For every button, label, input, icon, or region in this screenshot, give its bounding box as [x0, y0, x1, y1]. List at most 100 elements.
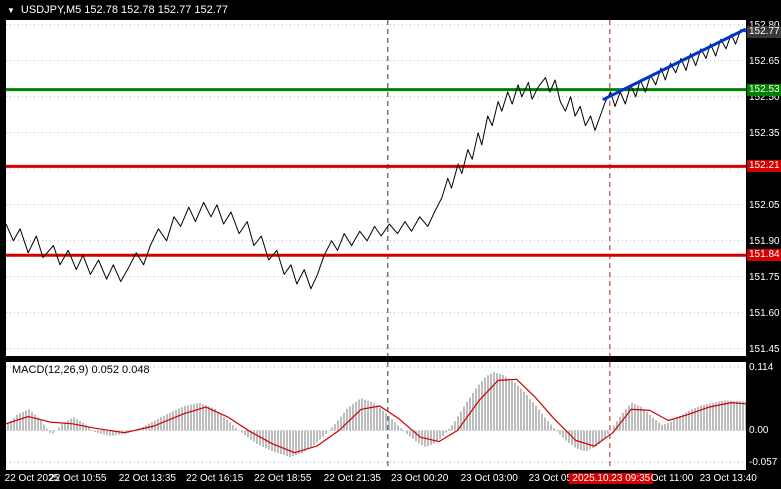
macd-histogram-bar	[220, 414, 222, 431]
macd-histogram-bar	[307, 430, 309, 450]
macd-histogram-bar	[475, 388, 477, 431]
macd-histogram-bar	[355, 401, 357, 431]
macd-histogram-bar	[430, 430, 432, 445]
macd-histogram-bar	[706, 403, 708, 431]
macd-histogram-bar	[325, 430, 327, 435]
price-tag-152.53: 152.53	[747, 83, 781, 96]
macd-histogram-bar	[370, 401, 372, 431]
trend-line	[602, 28, 746, 101]
time-label: 23 Oct 05:40	[528, 473, 586, 484]
price-line	[6, 29, 746, 290]
macd-histogram-bar	[649, 414, 651, 431]
time-label: 22 Oct 21:35	[323, 473, 381, 484]
macd-histogram-bar	[652, 417, 654, 431]
macd-histogram-bar	[337, 420, 339, 431]
macd-histogram-bar	[616, 421, 618, 431]
macd-histogram-bar	[88, 427, 90, 431]
macd-histogram-bar	[274, 430, 276, 453]
macd-histogram-bar	[283, 430, 285, 456]
macd-histogram-bar	[271, 430, 273, 451]
macd-histogram-bar	[664, 423, 666, 431]
macd-histogram-bar	[628, 405, 630, 431]
price-tick-label: 151.90	[749, 235, 780, 247]
macd-histogram-bar	[583, 430, 585, 452]
macd-histogram-bar	[22, 411, 24, 431]
macd-histogram-bar	[295, 430, 297, 456]
macd-histogram-bar	[685, 412, 687, 431]
macd-histogram-bar	[52, 430, 54, 434]
macd-histogram-bar	[451, 425, 453, 431]
macd-histogram-bar	[379, 408, 381, 431]
macd-histogram-bar	[373, 403, 375, 431]
macd-histogram-bar	[196, 403, 198, 431]
time-label: 23 Oct 03:00	[460, 473, 518, 484]
macd-histogram-bar	[331, 427, 333, 431]
price-plot-background	[6, 20, 746, 356]
macd-histogram-bar	[250, 430, 252, 440]
macd-histogram-bar	[694, 407, 696, 431]
macd-histogram-bar	[13, 417, 15, 431]
macd-histogram-bar	[256, 430, 258, 444]
macd-histogram-bar	[589, 430, 591, 450]
macd-histogram-bar	[463, 406, 465, 431]
macd-histogram-bar	[739, 401, 741, 431]
macd-histogram-bar	[502, 374, 504, 431]
macd-histogram-bar	[322, 430, 324, 437]
macd-histogram-bar	[601, 430, 603, 441]
macd-histogram-bar	[727, 400, 729, 431]
macd-histogram-bar	[391, 419, 393, 431]
macd-histogram-bar	[91, 429, 93, 431]
macd-histogram-bar	[67, 420, 69, 431]
macd-histogram-bar	[10, 420, 12, 431]
macd-histogram-bar	[682, 414, 684, 431]
macd-histogram-bar	[172, 411, 174, 431]
macd-histogram-bar	[25, 410, 27, 431]
macd-histogram-bar	[688, 410, 690, 431]
macd-histogram-bar	[82, 422, 84, 431]
price-chart[interactable]	[6, 20, 746, 356]
macd-histogram-bar	[487, 375, 489, 431]
macd-histogram-bar	[235, 427, 237, 431]
price-tick-label: 152.80	[749, 20, 780, 31]
macd-histogram-bar	[712, 402, 714, 431]
chart-title: USDJPY,M5 152.78 152.78 152.77 152.77	[20, 4, 229, 16]
macd-histogram-bar	[670, 421, 672, 431]
macd-histogram-bar	[112, 430, 114, 436]
macd-histogram-bar	[592, 430, 594, 449]
macd-histogram-bar	[304, 430, 306, 452]
macd-histogram-bar	[697, 406, 699, 431]
macd-histogram-bar	[313, 430, 315, 446]
macd-histogram-bar	[454, 421, 456, 431]
macd-histogram-bar	[46, 428, 48, 431]
macd-histogram-bar	[478, 384, 480, 431]
time-label: 22 Oct 16:15	[186, 473, 244, 484]
macd-histogram-bar	[604, 430, 606, 439]
macd-histogram-bar	[634, 404, 636, 431]
macd-histogram-bar	[208, 406, 210, 431]
macd-histogram-bar	[415, 430, 417, 442]
macd-histogram-bar	[265, 430, 267, 449]
macd-histogram-bar	[259, 430, 261, 446]
macd-histogram-bar	[97, 430, 99, 434]
chart-collapse-icon[interactable]: ▼	[7, 5, 15, 15]
macd-histogram-bar	[361, 398, 363, 431]
macd-histogram-bar	[319, 430, 321, 440]
macd-histogram-bar	[532, 402, 534, 431]
macd-histogram-bar	[538, 409, 540, 431]
macd-histogram-bar	[34, 414, 36, 431]
macd-histogram-bar	[709, 403, 711, 431]
macd-histogram-bar	[328, 430, 330, 431]
macd-histogram-bar	[553, 428, 555, 431]
macd-chart[interactable]	[6, 362, 746, 470]
macd-histogram-bar	[679, 416, 681, 431]
macd-histogram-bar	[637, 405, 639, 431]
macd-histogram-bar	[109, 430, 111, 436]
macd-histogram-bar	[547, 421, 549, 431]
macd-histogram-bar	[595, 430, 597, 447]
macd-histogram-bar	[655, 420, 657, 431]
macd-histogram-bar	[460, 411, 462, 431]
macd-histogram-bar	[730, 400, 732, 431]
macd-histogram-bar	[385, 413, 387, 431]
macd-histogram-bar	[310, 430, 312, 448]
macd-histogram-bar	[490, 373, 492, 431]
